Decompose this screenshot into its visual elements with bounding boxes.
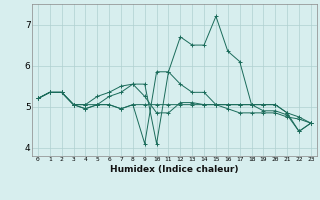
X-axis label: Humidex (Indice chaleur): Humidex (Indice chaleur) xyxy=(110,165,239,174)
